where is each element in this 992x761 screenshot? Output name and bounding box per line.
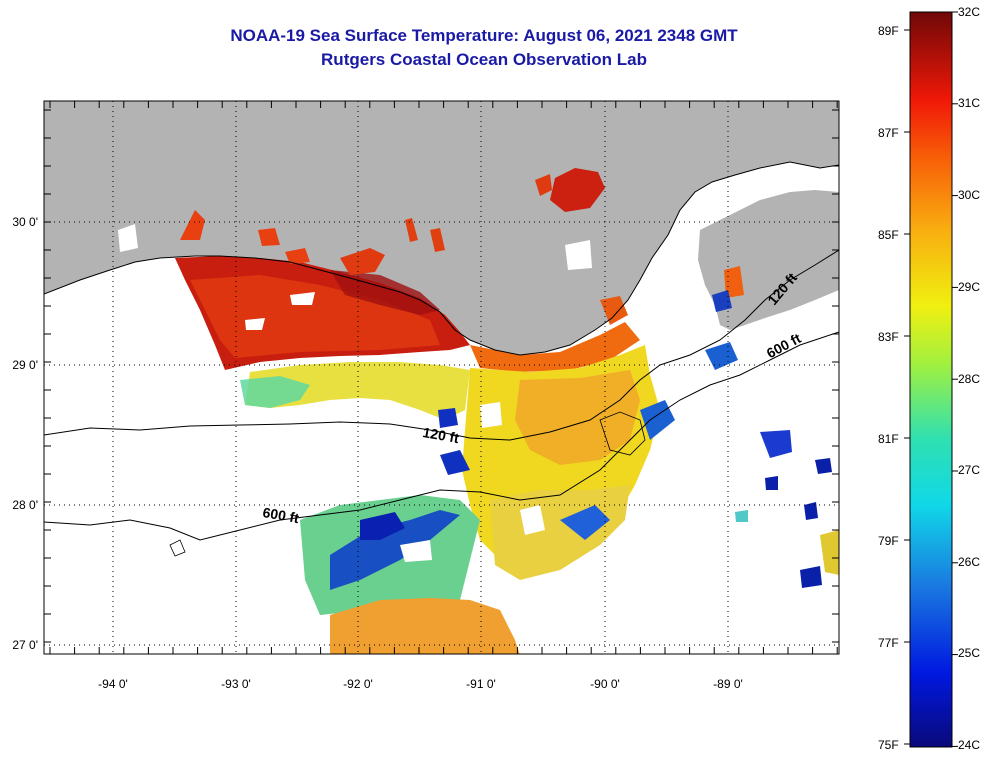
colorbar-label-c: 25C [958, 646, 981, 660]
sst-cold-patch [360, 512, 405, 540]
sst-hot-patch [430, 228, 445, 252]
sst-cold-patch [712, 290, 732, 312]
cloud-gap [290, 292, 315, 305]
colorbar-label-c: 26C [958, 555, 981, 569]
contour-label: 120 ft [421, 424, 460, 446]
chart-title: NOAA-19 Sea Surface Temperature: August … [230, 26, 738, 45]
sst-cold-patch [560, 505, 610, 540]
coastline [44, 161, 839, 356]
colorbar-label-c: 24C [958, 738, 981, 752]
lon-label: -92 0' [343, 677, 373, 691]
lat-label: 30 0' [12, 215, 38, 229]
contour-label: 600 ft [764, 330, 804, 361]
sst-cold-patch [640, 400, 675, 440]
sst-mid-patch [820, 530, 839, 575]
colorbar-label-c: 28C [958, 372, 981, 386]
colorbar-label-c: 31C [958, 96, 981, 110]
sst-cold-patch [804, 502, 818, 520]
colorbar-label-c: 32C [958, 5, 981, 19]
sst-cool-region [240, 376, 310, 408]
sst-cold-patch [800, 566, 822, 588]
sst-cold-patch [760, 430, 792, 458]
colorbar-label-f: 75F [878, 738, 899, 752]
lat-label: 28 0' [12, 498, 38, 512]
sst-warm-region [515, 370, 640, 465]
colorbar-label-f: 85F [878, 228, 899, 242]
sst-hot-patch [258, 228, 280, 246]
sst-cold-patch [440, 450, 470, 475]
chart-subtitle: Rutgers Coastal Ocean Observation Lab [321, 50, 647, 69]
cloud-gap [480, 402, 502, 428]
sst-warm-swath [330, 598, 520, 654]
colorbar-label-f: 89F [878, 24, 899, 38]
sst-cold-patch [438, 408, 458, 428]
colorbar-label-f: 79F [878, 534, 899, 548]
lon-label: -90 0' [590, 677, 620, 691]
sst-cold-patch [765, 476, 778, 490]
colorbar-label-f: 81F [878, 432, 899, 446]
sst-cool-patch [735, 510, 748, 522]
cloud-gap [118, 224, 138, 252]
sst-hot-patch [340, 248, 385, 275]
contour-line-600ft [44, 331, 839, 541]
sst-hot-patch [405, 218, 418, 242]
sst-cold-swath [330, 510, 460, 590]
cloud-gap [520, 505, 545, 535]
sst-mid-swath [490, 485, 630, 580]
sst-warm-band [470, 322, 640, 372]
sst-hot-band [190, 275, 440, 358]
sst-hot-patch [180, 210, 205, 240]
contour-line [169, 539, 186, 557]
colorbar-label-f: 83F [878, 330, 899, 344]
sst-cold-patch [705, 342, 738, 370]
lon-label: -91 0' [466, 677, 496, 691]
cloud-gap [245, 318, 265, 330]
lon-label: -89 0' [713, 677, 743, 691]
lon-label: -94 0' [98, 677, 128, 691]
land-mass [44, 101, 839, 355]
colorbar-label-f: 77F [878, 636, 899, 650]
sst-warm-patch [724, 266, 744, 298]
grid-lines [44, 101, 839, 654]
contour-line-120ft [44, 249, 839, 441]
colorbar-label-c: 29C [958, 280, 981, 294]
sst-hot-patch [285, 248, 310, 264]
sst-hot-patch [550, 168, 605, 212]
sst-warm-patch [600, 296, 628, 325]
sst-hot-patch [535, 174, 552, 196]
contour-label: 600 ft [261, 504, 300, 526]
map-layers [44, 101, 839, 654]
cloud-gap [400, 540, 432, 562]
contour-line [599, 411, 646, 456]
sst-cold-patch [815, 458, 832, 474]
colorbar-label-c: 27C [958, 463, 981, 477]
lat-label: 29 0' [12, 358, 38, 372]
axis-ticks [44, 101, 839, 654]
colorbar-ticks [904, 11, 958, 747]
colorbar-label-f: 87F [878, 126, 899, 140]
colorbar-label-c: 30C [958, 188, 981, 202]
colorbar [909, 11, 953, 748]
lon-label: -93 0' [221, 677, 251, 691]
cloud-gap [565, 240, 592, 270]
lat-label: 27 0' [12, 638, 38, 652]
map-frame [43, 100, 840, 655]
